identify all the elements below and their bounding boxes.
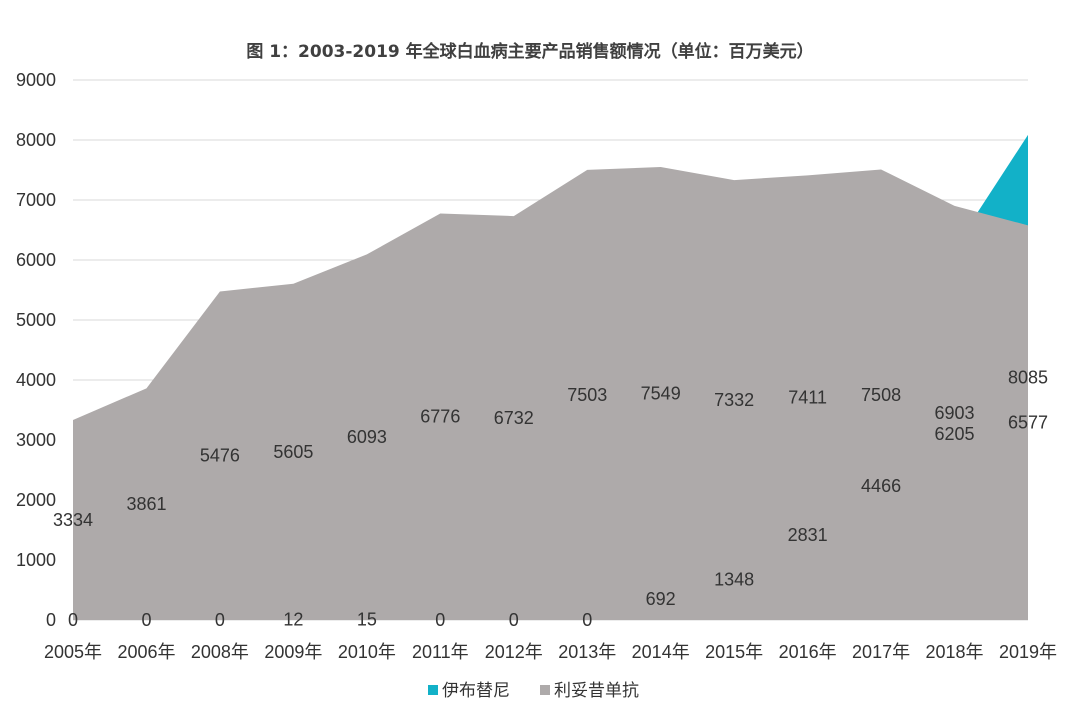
data-label: 692 xyxy=(646,589,676,609)
x-tick-label: 2011年 xyxy=(412,642,469,662)
y-tick-label: 0 xyxy=(46,610,56,630)
data-label: 6205 xyxy=(935,424,975,444)
y-tick-label: 8000 xyxy=(16,130,56,150)
data-label: 6732 xyxy=(494,408,534,428)
x-tick-label: 2008年 xyxy=(191,642,249,662)
data-label: 5605 xyxy=(273,442,313,462)
data-label: 12 xyxy=(283,610,303,630)
data-label: 3861 xyxy=(126,494,166,514)
data-label: 3334 xyxy=(53,510,93,530)
y-tick-label: 9000 xyxy=(16,70,56,90)
data-label: 15 xyxy=(357,610,377,630)
x-tick-label: 2017年 xyxy=(852,642,910,662)
data-label: 7503 xyxy=(567,385,607,405)
data-label: 0 xyxy=(582,610,592,630)
y-tick-label: 2000 xyxy=(16,490,56,510)
x-tick-label: 2014年 xyxy=(632,642,690,662)
data-label: 6093 xyxy=(347,427,387,447)
data-label: 8085 xyxy=(1008,367,1048,387)
data-label: 1348 xyxy=(714,570,754,590)
area-series xyxy=(73,134,1028,620)
x-tick-label: 2005年 xyxy=(44,642,102,662)
y-tick-label: 1000 xyxy=(16,550,56,570)
data-label: 0 xyxy=(509,610,519,630)
x-tick-label: 2009年 xyxy=(264,642,322,662)
x-tick-label: 2012年 xyxy=(485,642,543,662)
data-label: 7549 xyxy=(641,384,681,404)
data-label: 0 xyxy=(141,610,151,630)
y-tick-label: 6000 xyxy=(16,250,56,270)
y-tick-label: 7000 xyxy=(16,190,56,210)
x-tick-label: 2019年 xyxy=(999,642,1057,662)
data-label: 6776 xyxy=(420,407,460,427)
data-label: 5476 xyxy=(200,446,240,466)
x-tick-label: 2006年 xyxy=(117,642,175,662)
y-axis-ticks: 0 1000 2000 3000 4000 5000 6000 7000 8000 9000 xyxy=(16,70,56,630)
data-label: 6903 xyxy=(935,403,975,423)
data-label: 0 xyxy=(215,610,225,630)
x-tick-label: 2016年 xyxy=(779,642,837,662)
data-label: 2831 xyxy=(788,525,828,545)
legend-swatch xyxy=(428,685,438,695)
x-tick-label: 2010年 xyxy=(338,642,396,662)
area-rituximab xyxy=(73,167,1028,620)
data-label: 4466 xyxy=(861,476,901,496)
data-label: 0 xyxy=(68,610,78,630)
data-labels: 3334 3861 5476 5605 6093 6776 6732 7503 7549 7332… xyxy=(53,367,1048,630)
data-label: 7411 xyxy=(788,388,827,408)
x-axis-ticks: 2005年 2006年 2008年 2009年 2010年 2011年 2012年 2013年… xyxy=(44,642,1057,662)
data-label: 6577 xyxy=(1008,413,1048,433)
data-label: 7332 xyxy=(714,390,754,410)
x-tick-label: 2015年 xyxy=(705,642,763,662)
x-tick-label: 2013年 xyxy=(558,642,616,662)
chart-title: 图 1：2003-2019 年全球白血病主要产品销售额情况（单位：百万美元） xyxy=(246,41,813,62)
x-tick-label: 2018年 xyxy=(926,642,984,662)
legend-label: 伊布替尼 xyxy=(442,681,510,701)
legend-label: 利妥昔单抗 xyxy=(554,681,639,701)
data-label: 0 xyxy=(435,610,445,630)
y-tick-label: 4000 xyxy=(16,370,56,390)
y-tick-label: 3000 xyxy=(16,430,56,450)
y-tick-label: 5000 xyxy=(16,310,56,330)
legend: 伊布替尼 利妥昔单抗 xyxy=(428,681,639,701)
legend-swatch xyxy=(540,685,550,695)
data-label: 7508 xyxy=(861,385,901,405)
